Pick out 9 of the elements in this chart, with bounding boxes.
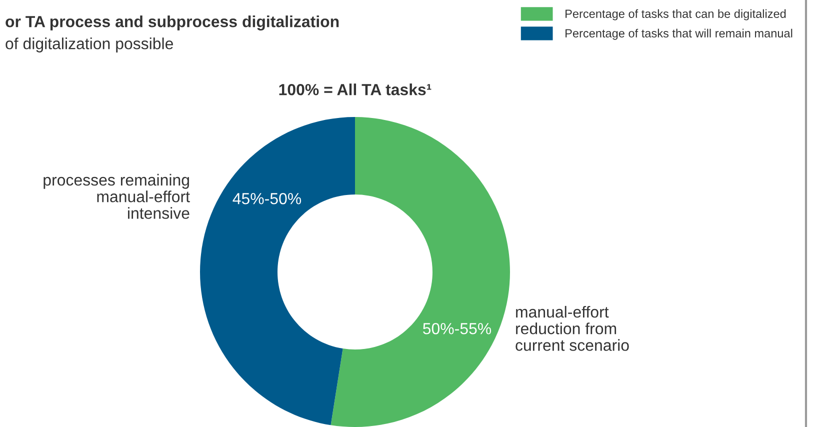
text: manual-effort reduction from current scenario	[516, 306, 629, 351]
text: of digitalization possible	[6, 38, 173, 52]
legend-label: Percentage of tasks that will remain manual	[566, 28, 792, 40]
text: 45%-50%	[232, 192, 302, 204]
text: or TA process and subprocess digitalization	[6, 16, 339, 30]
text: 100% = All TA tasks¹	[279, 84, 432, 96]
text: processes remaining manual-effort intensive	[44, 174, 190, 219]
legend-label: Percentage of tasks that can be digitalized	[566, 9, 786, 20]
text: 50%-55%	[423, 322, 492, 334]
